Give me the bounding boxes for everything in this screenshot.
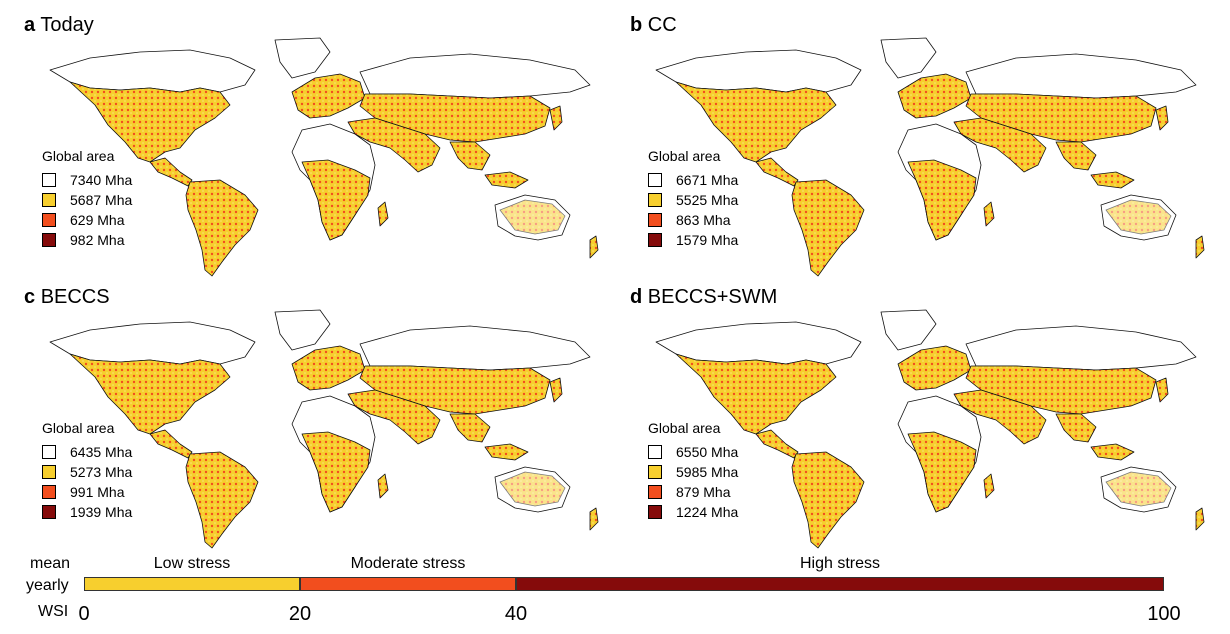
swatch-high — [648, 505, 662, 519]
swatch-low — [42, 193, 56, 207]
swatch-high — [42, 505, 56, 519]
legend-beccs-swm: Global area 6550 Mha 5985 Mha 879 Mha 12… — [648, 420, 738, 522]
panel-title: c BECCS — [24, 286, 110, 308]
scale-tick-100: 100 — [1147, 603, 1181, 625]
legend-item-high: 982 Mha — [42, 230, 132, 250]
scale-tick-20: 20 — [288, 603, 312, 625]
panel-cc: b CC Global area 6671 Mha 5525 Mha 863 M… — [606, 0, 1221, 290]
swatch-none — [42, 445, 56, 459]
legend-item-high: 1939 Mha — [42, 502, 132, 522]
legend-item-none: 6550 Mha — [648, 442, 738, 462]
legend-item-low: 5525 Mha — [648, 190, 738, 210]
swatch-moderate — [648, 485, 662, 499]
panel-title: b CC — [630, 14, 677, 36]
panel-today: a Today Global area 7340 Mha 5687 Mha 62… — [0, 0, 615, 290]
scale-label-mean: mean — [30, 555, 71, 572]
legend-item-low: 5687 Mha — [42, 190, 132, 210]
legend-item-high: 1224 Mha — [648, 502, 738, 522]
swatch-moderate — [42, 485, 56, 499]
scale-segment-label-1: Moderate stress — [350, 555, 466, 572]
panel-title: d BECCS+SWM — [630, 286, 778, 308]
swatch-none — [648, 445, 662, 459]
panel-title: a Today — [24, 14, 94, 36]
scale-label-yearly: yearly — [26, 577, 69, 594]
legend-beccs: Global area 6435 Mha 5273 Mha 991 Mha 19… — [42, 420, 132, 522]
legend-item-low: 5273 Mha — [42, 462, 132, 482]
swatch-moderate — [648, 213, 662, 227]
swatch-none — [42, 173, 56, 187]
swatch-high — [648, 233, 662, 247]
legend-item-low: 5985 Mha — [648, 462, 738, 482]
scale-tick-0: 0 — [78, 603, 90, 625]
scale-segment-1 — [300, 577, 516, 591]
legend-item-none: 7340 Mha — [42, 170, 132, 190]
legend-today: Global area 7340 Mha 5687 Mha 629 Mha 98… — [42, 148, 132, 250]
swatch-high — [42, 233, 56, 247]
swatch-low — [648, 193, 662, 207]
legend-title: Global area — [648, 148, 721, 164]
scale-segment-2 — [516, 577, 1164, 591]
scale-tick-40: 40 — [504, 603, 528, 625]
swatch-low — [648, 465, 662, 479]
legend-title: Global area — [42, 420, 115, 436]
panel-beccs-swm: d BECCS+SWM Global area 6550 Mha 5985 Mh… — [606, 272, 1221, 562]
scale-label-wsi: WSI — [38, 603, 69, 620]
swatch-none — [648, 173, 662, 187]
legend-title: Global area — [42, 148, 115, 164]
panel-beccs: c BECCS Global area 6435 Mha 5273 Mha 99… — [0, 272, 615, 562]
legend-item-moderate: 629 Mha — [42, 210, 132, 230]
legend-item-moderate: 879 Mha — [648, 482, 738, 502]
legend-item-high: 1579 Mha — [648, 230, 738, 250]
legend-item-moderate: 991 Mha — [42, 482, 132, 502]
legend-cc: Global area 6671 Mha 5525 Mha 863 Mha 15… — [648, 148, 738, 250]
scale-segment-label-2: High stress — [799, 555, 881, 572]
scale-segment-0 — [84, 577, 300, 591]
wsi-scale: mean yearly WSI Low stress Moderate stres… — [0, 545, 1230, 634]
swatch-low — [42, 465, 56, 479]
swatch-moderate — [42, 213, 56, 227]
legend-item-none: 6435 Mha — [42, 442, 132, 462]
legend-item-moderate: 863 Mha — [648, 210, 738, 230]
scale-segment-label-0: Low stress — [153, 555, 231, 572]
legend-title: Global area — [648, 420, 721, 436]
legend-item-none: 6671 Mha — [648, 170, 738, 190]
